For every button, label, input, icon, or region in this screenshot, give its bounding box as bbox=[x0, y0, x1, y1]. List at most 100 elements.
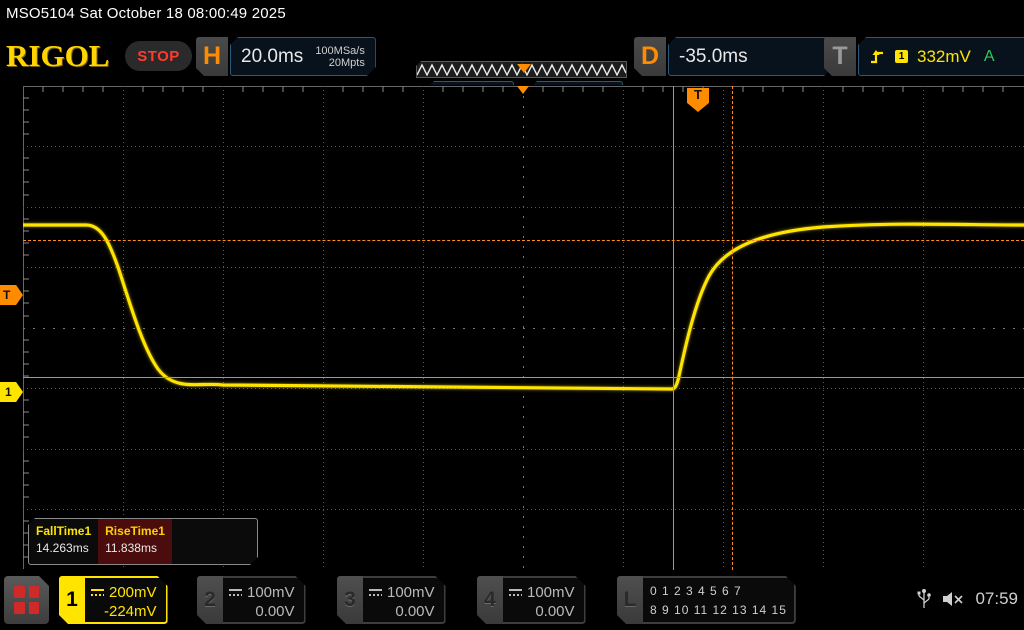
measurement-item[interactable]: RiseTime1 11.838ms bbox=[98, 519, 172, 564]
logic-channel-list: 0 1 2 3 4 5 6 7 8 9 10 11 12 13 14 15 bbox=[643, 576, 796, 624]
channel-3-number: 3 bbox=[337, 576, 363, 624]
horizontal-position-marker[interactable] bbox=[517, 86, 529, 94]
grid-center-v bbox=[523, 86, 524, 569]
bottom-bar: 1 200mV -224mV 2 100mV 0.00V 3 bbox=[0, 570, 1024, 630]
channel-3-button[interactable]: 3 100mV 0.00V bbox=[337, 576, 446, 624]
trigger-level-cursor[interactable] bbox=[23, 240, 1024, 241]
logic-analyzer-button[interactable]: L 0 1 2 3 4 5 6 7 8 9 10 11 12 13 14 15 bbox=[617, 576, 796, 624]
acquisition-info: 100MSa/s 20Mpts bbox=[315, 45, 365, 69]
trigger-position-cursor[interactable] bbox=[673, 86, 674, 570]
apps-grid-cell bbox=[14, 586, 25, 598]
trigger-level-marker[interactable]: T bbox=[0, 285, 23, 305]
dc-coupling-icon bbox=[509, 588, 522, 597]
channel1-ground-marker-label: 1 bbox=[5, 385, 12, 399]
timebase-value: 20.0ms bbox=[241, 45, 304, 67]
channel-1-values: 200mV -224mV bbox=[85, 576, 168, 624]
grid-line-v bbox=[223, 86, 224, 569]
logic-analyzer-tag: L bbox=[617, 576, 643, 624]
apps-grid-cell bbox=[14, 602, 25, 614]
system-status-icons: 07:59 bbox=[917, 588, 1018, 610]
grid-line-h bbox=[23, 207, 1024, 208]
channel1-ground-marker[interactable]: 1 bbox=[0, 382, 23, 402]
channel-4-button[interactable]: 4 100mV 0.00V bbox=[477, 576, 586, 624]
trigger-level-marker-label: T bbox=[3, 288, 11, 302]
trigger-level-value: 332mV bbox=[917, 46, 971, 66]
trigger-value-box[interactable]: 1 332mV A bbox=[858, 37, 1024, 76]
channel1-waveform-trace bbox=[23, 221, 1024, 392]
channel-1-offset: -224mV bbox=[104, 603, 157, 620]
delay-settings-group[interactable]: D -35.0ms bbox=[634, 37, 833, 76]
waveform-display-area[interactable]: T 1 bbox=[0, 85, 1024, 570]
channel-1-number: 1 bbox=[59, 576, 85, 624]
apps-grid-cell bbox=[29, 602, 40, 614]
horizontal-cursor-line[interactable] bbox=[23, 377, 1024, 378]
channel-3-offset: 0.00V bbox=[395, 603, 435, 620]
model-datetime-label: MSO5104 Sat October 18 08:00:49 2025 bbox=[6, 5, 286, 22]
run-state-label: STOP bbox=[137, 47, 180, 65]
dc-coupling-icon bbox=[229, 588, 242, 597]
horizontal-settings-group[interactable]: H 20.0ms 100MSa/s 20Mpts bbox=[196, 37, 376, 76]
measurement-name: FallTime1 bbox=[36, 524, 92, 538]
delay-position-cursor[interactable] bbox=[732, 86, 733, 570]
delay-value: -35.0ms bbox=[679, 45, 748, 67]
channel-3-scale-row: 100mV bbox=[369, 583, 435, 602]
channel-4-scale: 100mV bbox=[527, 584, 575, 601]
channel-4-scale-row: 100mV bbox=[509, 583, 575, 602]
apps-menu-button[interactable] bbox=[4, 576, 49, 624]
mute-icon[interactable] bbox=[941, 590, 965, 608]
dc-coupling-icon bbox=[369, 588, 382, 597]
trigger-settings-group[interactable]: T 1 332mV A bbox=[824, 37, 1024, 76]
grid-line-v bbox=[823, 86, 824, 569]
channel-4-values: 100mV 0.00V bbox=[503, 576, 586, 624]
logic-channels-row-top: 0 1 2 3 4 5 6 7 bbox=[650, 584, 742, 598]
horizontal-tag-label: H bbox=[202, 42, 222, 70]
channel-2-scale: 100mV bbox=[247, 584, 295, 601]
grid-line-v bbox=[323, 86, 324, 569]
memory-depth-label: 20Mpts bbox=[328, 56, 365, 69]
usb-icon bbox=[917, 589, 932, 608]
sample-rate-label: 100MSa/s bbox=[315, 44, 365, 57]
grid-line-v bbox=[623, 86, 624, 569]
grid-line-v bbox=[923, 86, 924, 569]
grid-border-left bbox=[23, 86, 24, 569]
measurement-value: 14.263ms bbox=[36, 541, 89, 555]
trigger-position-badge[interactable]: T bbox=[687, 88, 709, 112]
channel-2-offset: 0.00V bbox=[255, 603, 295, 620]
system-clock: 07:59 bbox=[975, 589, 1018, 608]
grid-line-h bbox=[23, 146, 1024, 147]
rigol-logo: RIGOL bbox=[6, 38, 110, 73]
trigger-sweep-mode: A bbox=[983, 47, 995, 65]
channel-1-scale: 200mV bbox=[109, 584, 157, 601]
memory-navigation-bar[interactable] bbox=[416, 61, 627, 78]
horizontal-tag: H bbox=[196, 37, 228, 76]
channel-3-scale: 100mV bbox=[387, 584, 435, 601]
title-bar: MSO5104 Sat October 18 08:00:49 2025 bbox=[0, 0, 1024, 27]
grid-line-v bbox=[723, 86, 724, 569]
run-state-badge[interactable]: STOP bbox=[125, 41, 192, 71]
apps-grid-cell bbox=[29, 586, 40, 598]
trigger-position-badge-label: T bbox=[694, 87, 702, 102]
delay-tag: D bbox=[634, 37, 666, 76]
channel-4-offset: 0.00V bbox=[535, 603, 575, 620]
grid-center-h bbox=[23, 328, 1024, 329]
horizontal-value-box[interactable]: 20.0ms 100MSa/s 20Mpts bbox=[230, 37, 376, 76]
grid-line-h bbox=[23, 449, 1024, 450]
measurement-item[interactable]: FallTime1 14.263ms bbox=[29, 519, 98, 564]
trigger-tag: T bbox=[824, 37, 856, 76]
channel-2-button[interactable]: 2 100mV 0.00V bbox=[197, 576, 306, 624]
channel-3-values: 100mV 0.00V bbox=[363, 576, 446, 624]
measurement-name: RiseTime1 bbox=[105, 524, 165, 538]
grid-line-h bbox=[23, 267, 1024, 268]
channel-2-values: 100mV 0.00V bbox=[223, 576, 306, 624]
memory-position-marker[interactable] bbox=[517, 64, 531, 73]
dc-coupling-icon bbox=[91, 588, 104, 597]
channel-4-number: 4 bbox=[477, 576, 503, 624]
channel-1-scale-row: 200mV bbox=[91, 583, 157, 602]
delay-value-box[interactable]: -35.0ms bbox=[668, 37, 833, 76]
measurement-results-box[interactable]: FallTime1 14.263ms RiseTime1 11.838ms bbox=[28, 518, 258, 565]
trigger-tag-label: T bbox=[832, 42, 848, 70]
channel-2-number: 2 bbox=[197, 576, 223, 624]
channel-1-button[interactable]: 1 200mV -224mV bbox=[59, 576, 168, 624]
top-toolbar: RIGOL STOP H 20.0ms 100MSa/s 20Mpts M bbox=[0, 27, 1024, 85]
